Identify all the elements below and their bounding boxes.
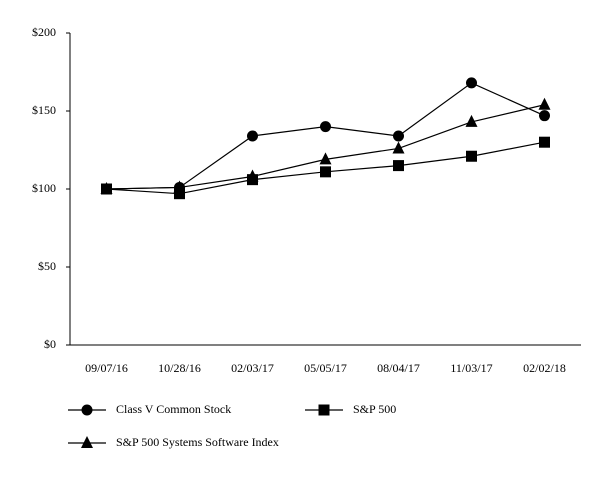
marker	[318, 404, 330, 416]
marker	[466, 150, 477, 162]
x-tick-label: 11/03/17	[450, 361, 492, 375]
x-tick-label: 05/05/17	[304, 361, 347, 375]
y-tick-label: $100	[32, 181, 56, 195]
x-tick-label: 09/07/16	[85, 361, 128, 375]
y-tick-label: $50	[38, 259, 56, 273]
marker	[465, 114, 478, 127]
marker	[539, 136, 550, 148]
marker	[392, 141, 405, 154]
legend-label: S&P 500 Systems Software Index	[116, 435, 279, 449]
marker	[393, 130, 404, 142]
marker	[538, 97, 551, 110]
marker	[539, 110, 550, 122]
marker	[100, 182, 113, 194]
marker	[247, 130, 258, 142]
marker	[320, 166, 331, 178]
marker	[319, 152, 332, 165]
x-tick-label: 02/02/18	[523, 361, 566, 375]
marker	[466, 77, 477, 89]
y-tick-label: $0	[44, 337, 56, 351]
x-tick-label: 02/03/17	[231, 361, 274, 375]
marker	[173, 180, 186, 193]
y-tick-label: $150	[32, 103, 56, 117]
marker	[174, 188, 185, 200]
x-tick-label: 10/28/16	[158, 361, 201, 375]
y-tick-label: $200	[32, 25, 56, 39]
marker	[81, 404, 93, 416]
marker	[320, 121, 331, 133]
legend-label: Class V Common Stock	[116, 402, 231, 416]
x-tick-label: 08/04/17	[377, 361, 420, 375]
legend-label: S&P 500	[353, 402, 396, 416]
marker	[246, 169, 259, 182]
marker	[393, 160, 404, 172]
marker	[81, 436, 93, 448]
